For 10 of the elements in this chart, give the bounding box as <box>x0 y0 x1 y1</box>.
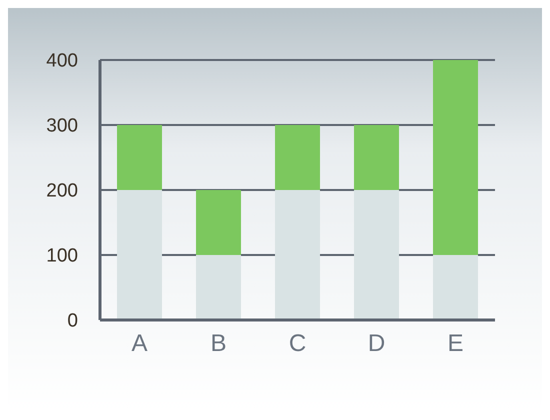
y-tick-label: 400 <box>46 50 78 72</box>
y-tick-label: 200 <box>46 180 78 202</box>
x-tick-label: C <box>288 330 306 358</box>
y-tick-label: 300 <box>46 116 78 137</box>
y-tick-label: 100 <box>46 246 78 267</box>
x-tick-label: A <box>131 330 148 358</box>
x-tick-label: B <box>210 330 227 358</box>
x-tick-label: E <box>447 330 464 358</box>
y-tick-label: 0 <box>67 310 78 332</box>
x-tick-label: D <box>368 330 386 358</box>
